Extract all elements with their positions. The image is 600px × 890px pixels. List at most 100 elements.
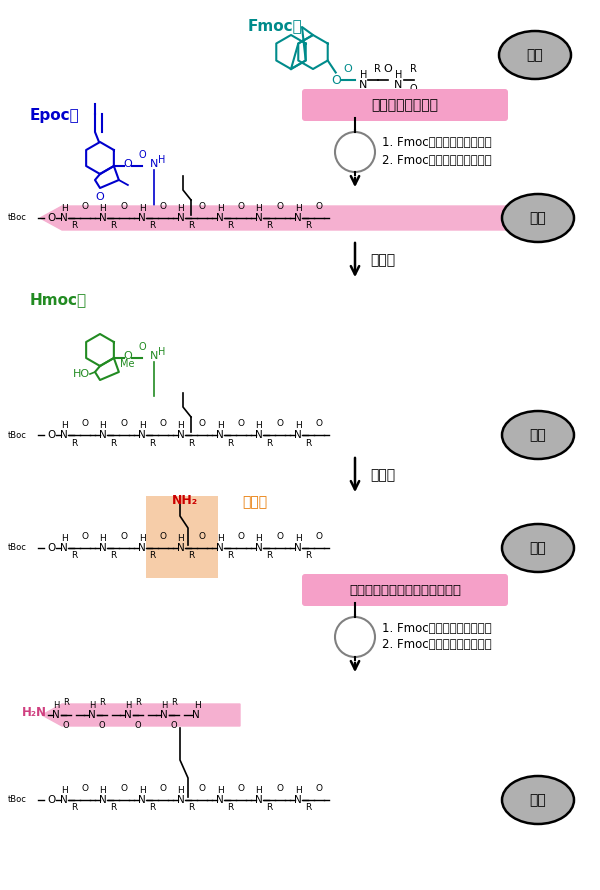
Text: O: O (238, 419, 245, 428)
Text: NH₂: NH₂ (172, 493, 198, 506)
FancyBboxPatch shape (302, 574, 508, 606)
Text: O: O (138, 342, 146, 352)
Text: O: O (277, 202, 284, 211)
Text: N: N (294, 543, 302, 553)
Text: H: H (178, 421, 184, 430)
Text: O: O (98, 721, 106, 730)
Text: 分岐点からのペプチド鎖の伸長: 分岐点からのペプチド鎖の伸長 (349, 584, 461, 596)
Text: H: H (89, 701, 95, 710)
Text: R: R (266, 439, 272, 448)
FancyArrow shape (42, 704, 240, 726)
Text: H: H (395, 69, 402, 79)
Text: N: N (177, 795, 185, 805)
Text: ペプチド鎖の伸長: ペプチド鎖の伸長 (371, 98, 439, 112)
Ellipse shape (502, 411, 574, 459)
Text: H: H (295, 421, 301, 430)
Text: 樹脂: 樹脂 (527, 48, 544, 62)
Text: Fmoc基: Fmoc基 (248, 18, 303, 33)
Text: N: N (60, 213, 68, 223)
Text: O: O (121, 202, 128, 211)
Text: R: R (63, 698, 69, 707)
Text: N: N (138, 430, 146, 440)
Text: O: O (277, 532, 284, 541)
Text: N: N (192, 710, 200, 720)
Text: 金触媒: 金触媒 (370, 253, 395, 267)
Text: O: O (62, 721, 70, 730)
Text: N: N (150, 351, 158, 361)
Text: O: O (82, 419, 89, 428)
Text: H: H (178, 204, 184, 213)
Text: N: N (294, 795, 302, 805)
Text: H: H (53, 701, 59, 710)
Text: O: O (316, 419, 323, 428)
Text: O: O (82, 784, 89, 793)
FancyArrow shape (40, 206, 508, 230)
Text: O: O (95, 192, 104, 202)
Text: Epoc基: Epoc基 (30, 108, 80, 123)
Text: N: N (294, 213, 302, 223)
Text: R: R (135, 698, 141, 707)
Text: N: N (138, 795, 146, 805)
Text: R: R (266, 222, 272, 231)
Text: H: H (217, 786, 223, 795)
Text: O: O (138, 150, 146, 160)
FancyBboxPatch shape (146, 496, 218, 578)
Text: N: N (294, 430, 302, 440)
Text: N: N (138, 543, 146, 553)
Text: O: O (160, 202, 167, 211)
Text: O: O (47, 430, 55, 440)
Text: N: N (216, 543, 224, 553)
Text: O: O (160, 532, 167, 541)
Text: Hmoc基: Hmoc基 (30, 292, 87, 307)
Text: R: R (110, 552, 116, 561)
Text: R: R (99, 698, 105, 707)
Text: N: N (88, 710, 96, 720)
Text: O: O (277, 784, 284, 793)
Text: O: O (410, 85, 418, 94)
Text: 樹脂: 樹脂 (530, 428, 547, 442)
Text: R: R (266, 804, 272, 813)
Text: 弱塩基: 弱塩基 (370, 468, 395, 482)
Text: H: H (139, 421, 145, 430)
Text: H: H (61, 421, 67, 430)
Text: H: H (100, 204, 106, 213)
Text: N: N (150, 159, 158, 169)
Text: R: R (305, 439, 311, 448)
Text: R: R (305, 804, 311, 813)
Text: H: H (100, 421, 106, 430)
Text: H: H (194, 701, 201, 710)
Text: R: R (71, 222, 77, 231)
Text: N: N (60, 543, 68, 553)
Text: tBoc: tBoc (8, 796, 27, 805)
Text: 分岐点: 分岐点 (242, 495, 267, 509)
Text: O: O (121, 419, 128, 428)
Text: Me: Me (120, 359, 134, 369)
Text: R: R (188, 804, 194, 813)
Text: O: O (316, 784, 323, 793)
Text: H: H (125, 701, 131, 710)
Text: H: H (139, 786, 145, 795)
Text: O: O (199, 784, 205, 793)
Text: R: R (305, 222, 311, 231)
Text: N: N (60, 795, 68, 805)
Text: H: H (256, 534, 262, 543)
Text: O: O (121, 784, 128, 793)
Text: O: O (331, 75, 341, 87)
Text: N: N (99, 795, 107, 805)
Text: R: R (149, 439, 155, 448)
Text: H: H (139, 534, 145, 543)
Text: H: H (61, 204, 67, 213)
Text: R: R (110, 804, 116, 813)
Text: H: H (295, 534, 301, 543)
Text: N: N (177, 543, 185, 553)
Text: H: H (178, 786, 184, 795)
Text: R: R (227, 804, 233, 813)
Text: O: O (343, 64, 352, 75)
Text: R: R (227, 552, 233, 561)
Text: O: O (47, 795, 55, 805)
Text: H₂N: H₂N (22, 707, 47, 719)
Text: R: R (227, 222, 233, 231)
Text: H: H (158, 155, 165, 165)
Text: N: N (52, 710, 60, 720)
Text: O: O (238, 784, 245, 793)
